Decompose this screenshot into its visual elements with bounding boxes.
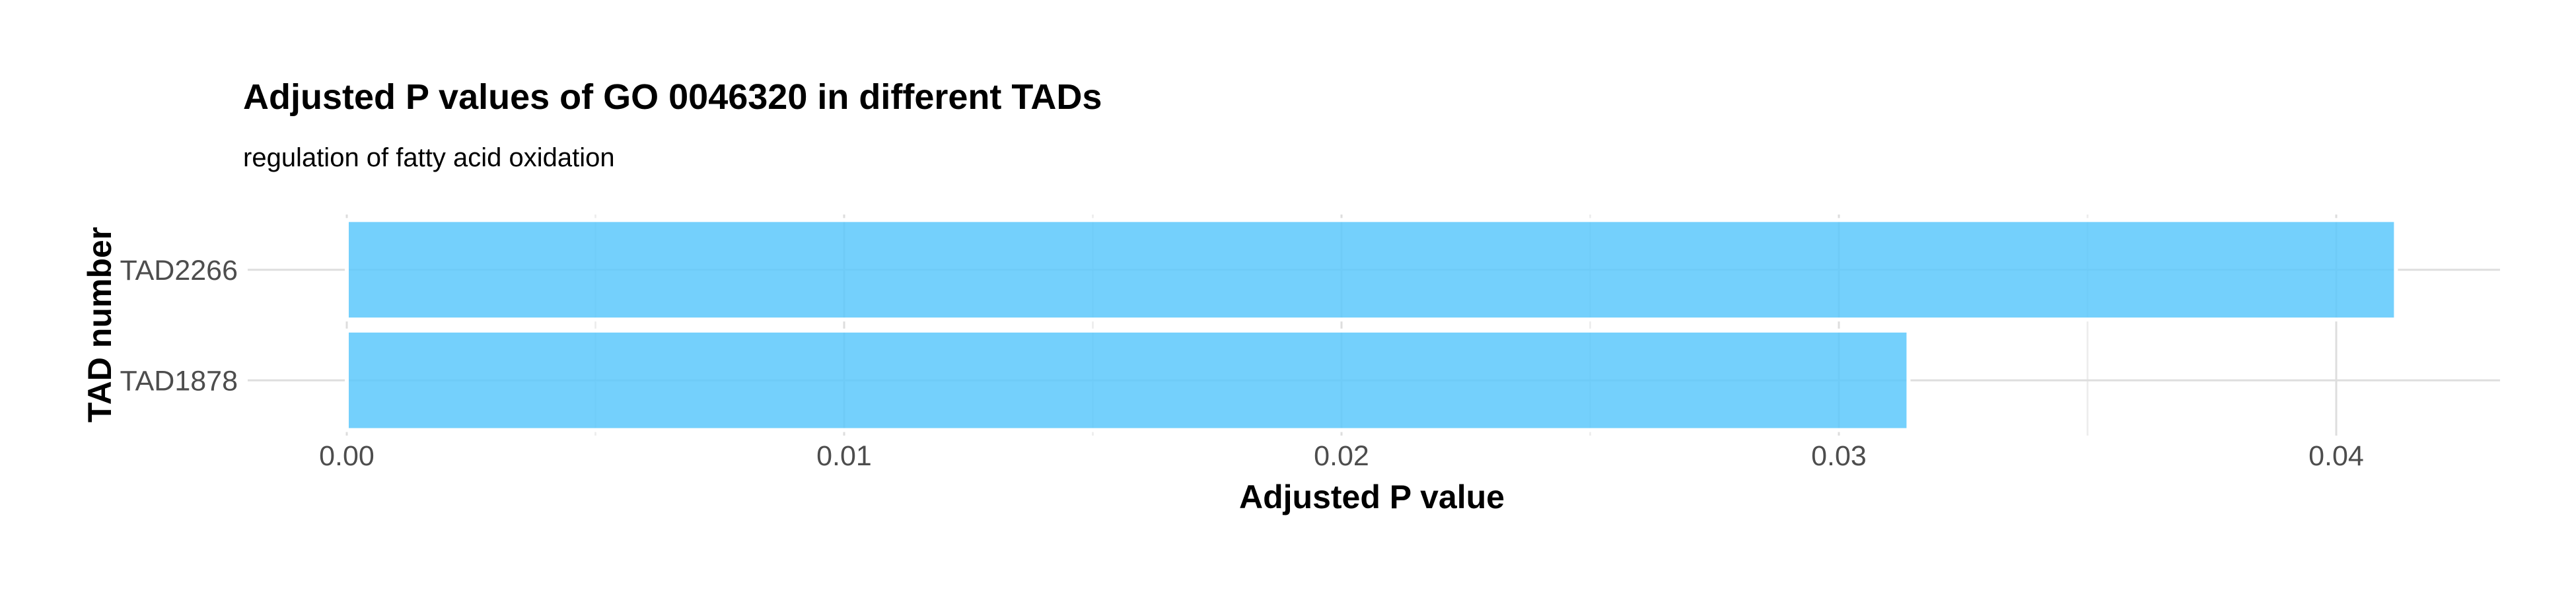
bar-tad2266: [345, 218, 2398, 322]
x-tick-label: 0.03: [1811, 440, 1867, 472]
y-tick-label: TAD2266: [120, 255, 238, 286]
x-axis-title: Adjusted P value: [1239, 478, 1505, 515]
x-tick-label: 0.04: [2308, 440, 2364, 472]
y-axis-tick-labels: TAD2266 TAD1878: [120, 255, 238, 397]
chart-title: Adjusted P values of GO 0046320 in diffe…: [243, 77, 1102, 117]
bar-tad1878: [345, 328, 1911, 432]
chart-subtitle: regulation of fatty acid oxidation: [243, 143, 615, 172]
x-axis-tick-labels: 0.00 0.01 0.02 0.03 0.04: [319, 440, 2364, 472]
bars: [345, 218, 2398, 432]
y-axis-title: TAD number: [81, 227, 118, 422]
x-tick-label: 0.00: [319, 440, 375, 472]
y-tick-label: TAD1878: [120, 365, 238, 397]
x-tick-label: 0.01: [816, 440, 872, 472]
x-tick-label: 0.02: [1314, 440, 1369, 472]
